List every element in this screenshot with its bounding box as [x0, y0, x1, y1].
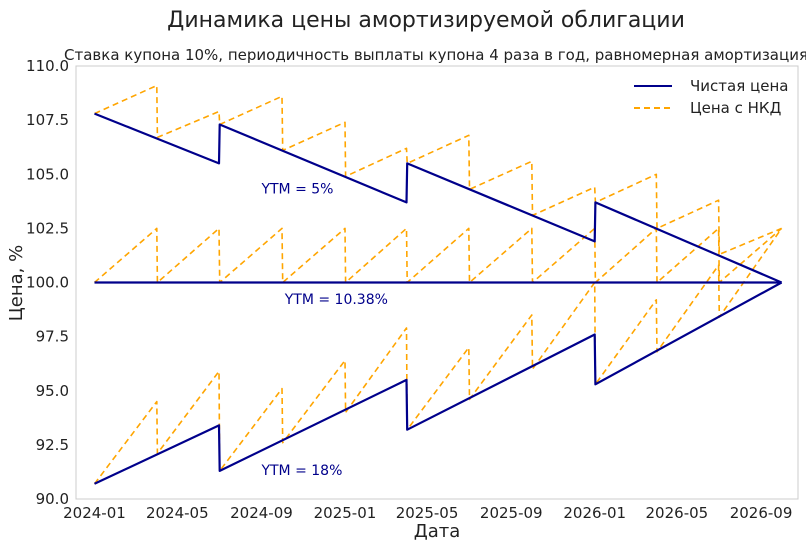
y-tick-label: 97.5	[36, 328, 69, 346]
annotation-layer: YTM = 5% YTM = 10.38% YTM = 18%	[260, 182, 387, 479]
y-tick-label: 100.0	[26, 274, 69, 292]
y-tick-label: 92.5	[36, 436, 69, 454]
y-tick-label: 110.0	[26, 57, 69, 75]
plot-area: 90.0 92.5 95.0 97.5 100.0 102.5 105.0 107.5 110.…	[26, 57, 799, 522]
x-tick-label: 2025-09	[480, 504, 543, 522]
y-tick-label: 95.0	[36, 382, 69, 400]
y-tick-label: 105.0	[26, 165, 69, 183]
x-tick-label: 2024-05	[146, 504, 209, 522]
x-tick-label: 2024-01	[63, 504, 126, 522]
chart-subtitle: Ставка купона 10%, периодичность выплаты…	[64, 46, 806, 64]
series-line-clean-price-18	[94, 281, 783, 485]
series-line-clean-price-5	[94, 112, 783, 284]
x-axis: 2024-01 2024-05 2024-09 2025-01 2025-05 2025-…	[63, 504, 792, 522]
legend-label-dirty-price: Цена с НКД	[690, 99, 781, 117]
ytm-annotation: YTM = 18%	[260, 463, 342, 479]
legend-label-clean-price: Чистая цена	[690, 77, 788, 95]
y-tick-label: 107.5	[26, 111, 69, 129]
x-tick-label: 2024-09	[230, 504, 293, 522]
chart-title: Динамика цены амортизируемой облигации	[167, 8, 685, 33]
series-line-dirty-price-5	[94, 84, 782, 256]
x-tick-label: 2026-05	[646, 504, 709, 522]
y-axis: 90.0 92.5 95.0 97.5 100.0 102.5 105.0 107.5 110.…	[26, 57, 69, 508]
x-tick-label: 2026-01	[563, 504, 626, 522]
ytm-annotation: YTM = 10.38%	[284, 292, 388, 308]
x-tick-label: 2025-01	[314, 504, 377, 522]
y-axis-label: Цена, %	[6, 245, 27, 321]
x-tick-label: 2025-05	[396, 504, 459, 522]
y-tick-label: 102.5	[26, 219, 69, 237]
y-tick-label: 90.0	[36, 490, 69, 508]
x-axis-label: Дата	[414, 521, 461, 542]
legend: Чистая цена Цена с НКД	[626, 73, 792, 123]
legend-box	[626, 73, 792, 123]
ytm-annotation: YTM = 5%	[260, 182, 333, 198]
series-layer	[93, 84, 783, 485]
series-line-dirty-price-1038	[93, 227, 783, 284]
x-tick-label: 2026-09	[730, 504, 793, 522]
